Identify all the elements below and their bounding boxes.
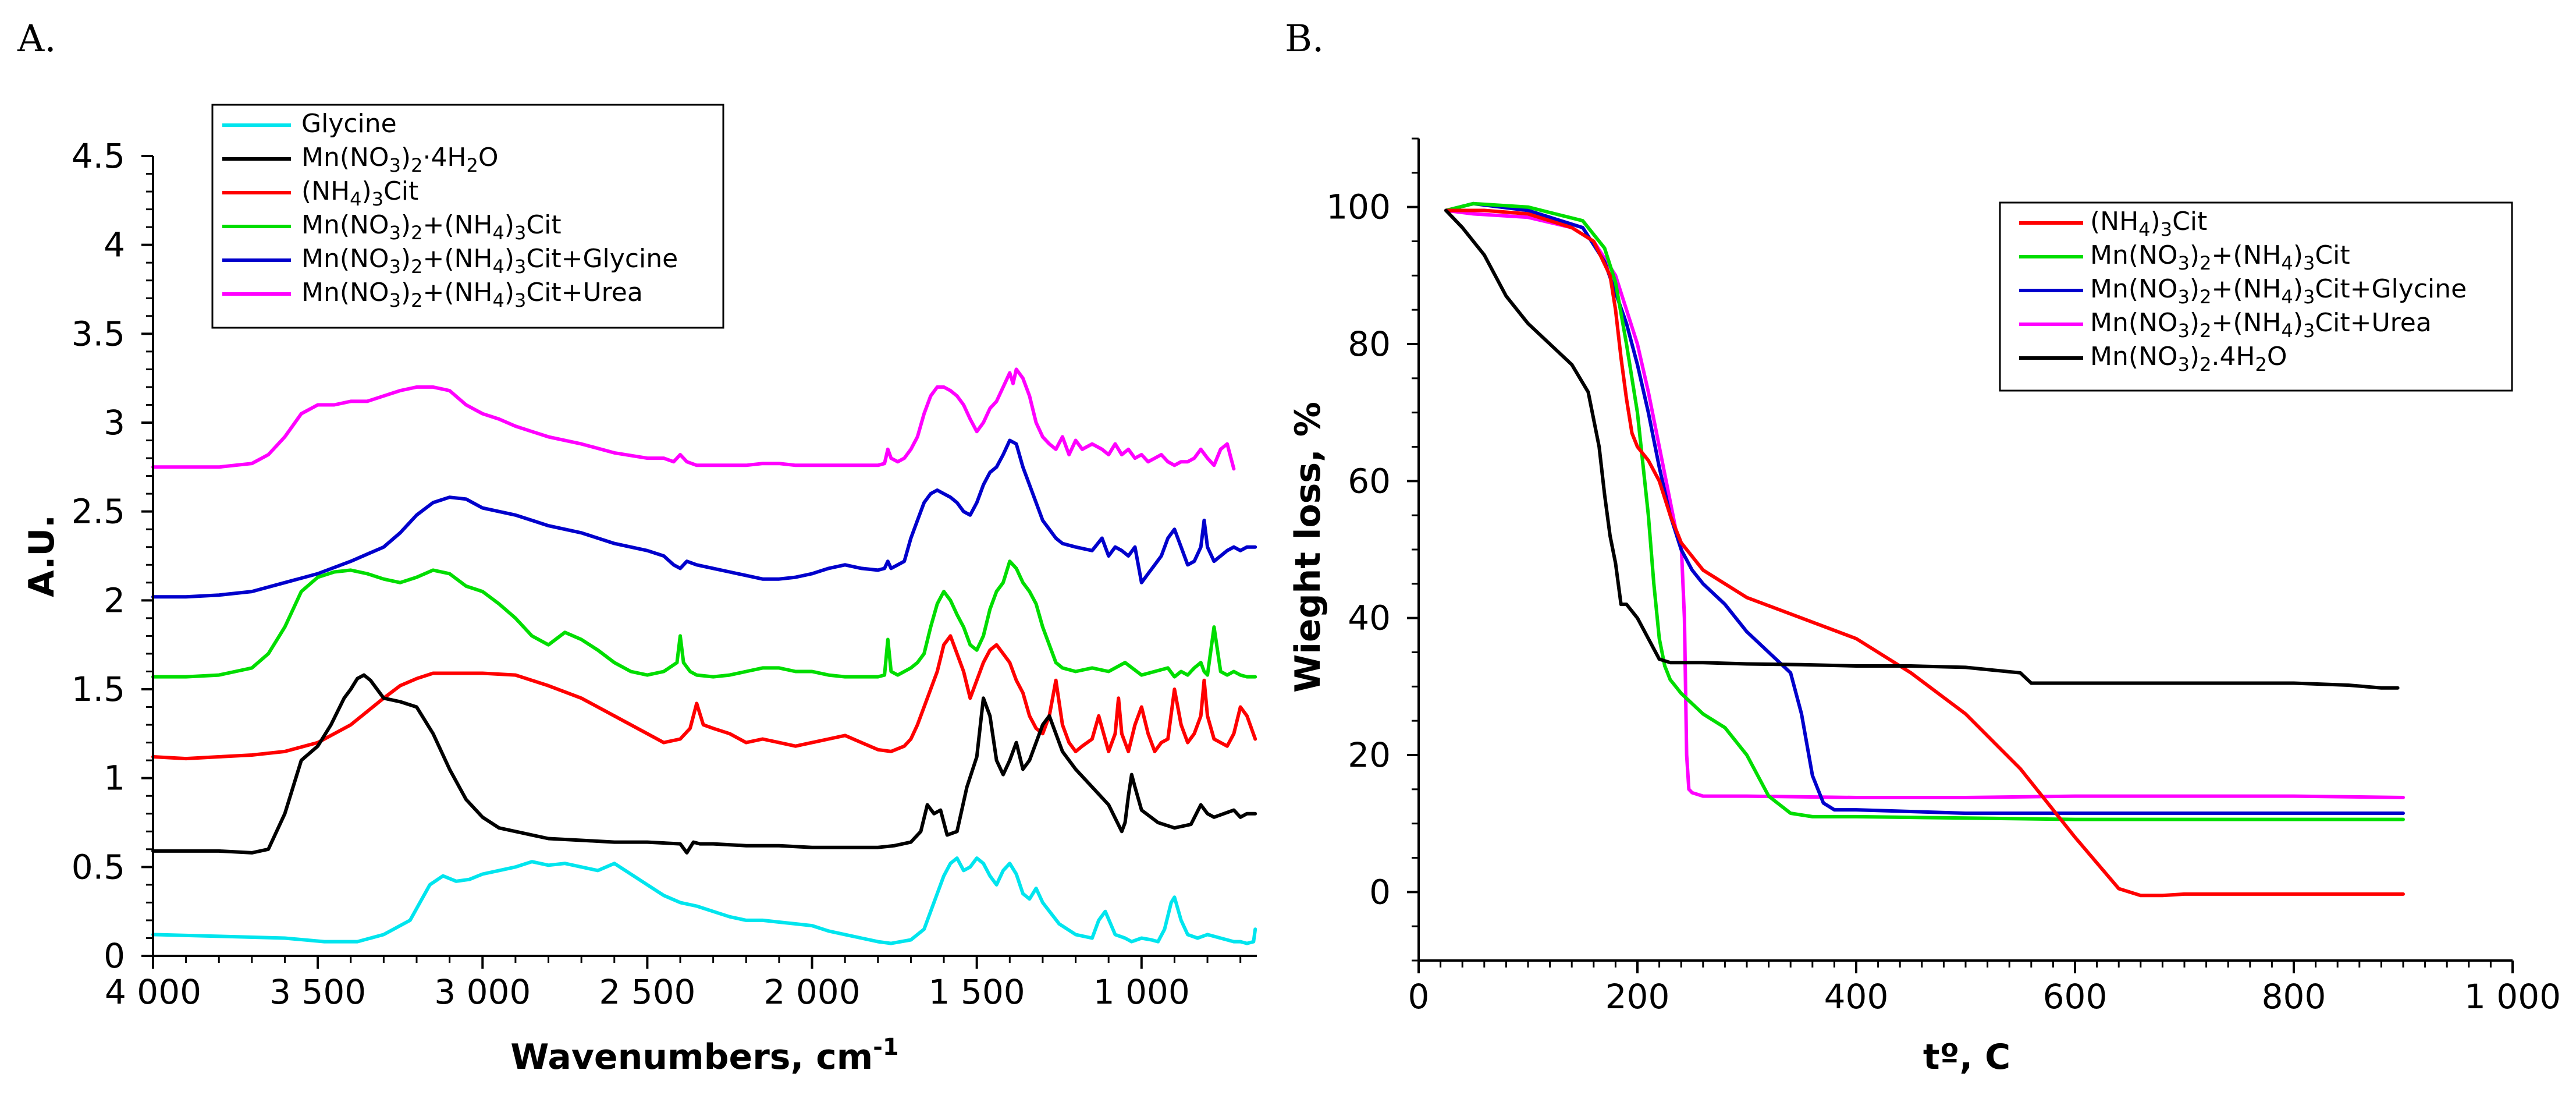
- panel-a-series-mn-no3-2-4h2o: [151, 673, 1257, 855]
- panel-b-legend-label-nh4-3cit: (NH4)3Cit: [2090, 207, 2207, 240]
- panel-a-series-nh4-3cit: [151, 634, 1257, 761]
- panel-b-legend-label-mn-no3-2-nh4-3cit-glycine: Mn(NO3)2+(NH4)3Cit+Glycine: [2090, 274, 2467, 308]
- panel-a-y-tick-label: 3.5: [72, 314, 125, 353]
- panel-b-y-axis-title: Wieght loss, %: [1288, 402, 1328, 693]
- panel-a-legend-label-mn-no3-2-4h2o: Mn(NO3)2·4H2O: [301, 143, 499, 176]
- panel-a-x-tick-label: 2 500: [599, 972, 695, 1012]
- panel-a-series-mn-no3-2-nh4-3cit: [151, 559, 1257, 679]
- panel-a-label: A.: [17, 17, 56, 61]
- panel-a-legend-label-mn-no3-2-nh4-3cit-glycine: Mn(NO3)2+(NH4)3Cit+Glycine: [301, 244, 678, 278]
- panel-a-legend-box: [211, 104, 724, 329]
- panel-b-legend-label-mn-no3-2-4h2o: Mn(NO3)2.4H2O: [2090, 342, 2287, 375]
- panel-b-ticks: 0 200 400 600 800 1 000 0 20 40 60 80 100: [1326, 137, 2561, 1016]
- panel-a-series-mn-no3-2-nh4-3cit-urea: [151, 367, 1236, 471]
- panel-a-y-tick-label: 3: [104, 403, 125, 442]
- panel-b-y-tick-label: 0: [1369, 872, 1391, 912]
- panel-b-series-nh4-3cit: [1444, 208, 2405, 898]
- panel-a-y-tick-label: 0.5: [72, 847, 125, 887]
- panel-a-y-tick-label: 2.5: [72, 492, 125, 531]
- panel-a-y-tick-label: 1: [104, 759, 125, 798]
- panel-b-legend-box: [1999, 201, 2513, 392]
- panel-a-series-mn-no3-2-nh4-3cit-glycine: [151, 438, 1257, 599]
- panel-a-axes: [152, 156, 1257, 957]
- panel-a-y-tick-label: 4.5: [72, 136, 125, 176]
- panel-a-legend-label-glycine: Glycine: [301, 109, 397, 139]
- panel-a-legend-label-nh4-3cit: (NH4)3Cit: [301, 176, 418, 210]
- panel-b-x-tick-label: 800: [2262, 977, 2326, 1016]
- panel-b-x-tick-label: 400: [1824, 977, 1889, 1016]
- panel-b-y-tick-label: 40: [1348, 598, 1391, 638]
- panel-a-series-group: [151, 367, 1257, 945]
- panel-a-series-glycine: [151, 856, 1257, 945]
- panel-a-x-tick-label: 1 500: [929, 972, 1025, 1012]
- panel-b-series-mn-no3-2-4h2o: [1444, 208, 2400, 690]
- panel-b-series-group: [1444, 201, 2405, 898]
- panel-a-x-axis-title: Wavenumbers, cm-1: [510, 1034, 898, 1078]
- panel-a-legend: GlycineMn(NO3)2·4H2O(NH4)3CitMn(NO3)2+(N…: [211, 104, 724, 329]
- panel-b-x-tick-label: 1 000: [2464, 977, 2561, 1016]
- panel-a-y-axis-title: A.U.: [22, 515, 62, 597]
- panel-a-x-tick-label: 3 500: [269, 972, 366, 1012]
- panel-b-label: B.: [1285, 17, 1324, 61]
- panel-b-legend: (NH4)3CitMn(NO3)2+(NH4)3CitMn(NO3)2+(NH4…: [1999, 201, 2513, 392]
- panel-a-legend-label-mn-no3-2-nh4-3cit: Mn(NO3)2+(NH4)3Cit: [301, 210, 562, 244]
- panel-b-y-tick-label: 100: [1326, 187, 1391, 227]
- panel-a-legend-label-mn-no3-2-nh4-3cit-urea: Mn(NO3)2+(NH4)3Cit+Urea: [301, 278, 643, 311]
- panel-a-x-tick-label: 2 000: [764, 972, 861, 1012]
- panel-b-y-tick-label: 60: [1348, 461, 1391, 501]
- panel-b-y-tick-label: 80: [1348, 324, 1391, 364]
- panel-a-y-tick-label: 4: [104, 225, 125, 265]
- panel-b-legend-label-mn-no3-2-nh4-3cit-urea: Mn(NO3)2+(NH4)3Cit+Urea: [2090, 308, 2432, 342]
- panel-b-x-tick-label: 600: [2043, 977, 2108, 1016]
- panel-a-y-tick-label: 0: [104, 936, 125, 976]
- panel-b-series-mn-no3-2-nh4-3cit: [1444, 201, 2405, 821]
- panel-a-x-tick-label: 3 000: [434, 972, 531, 1012]
- panel-b-x-tick-label: 200: [1605, 977, 1670, 1016]
- panel-a-x-tick-label: 1 000: [1093, 972, 1190, 1012]
- panel-b-y-tick-label: 20: [1348, 735, 1391, 775]
- panel-a-y-tick-label: 1.5: [72, 669, 125, 709]
- panel-a-ticks: 4 000 3 500 3 000 2 500 2 000 1 500 1 000 0 0.5 1…: [72, 136, 1242, 1012]
- panel-a-x-tick-label: 4 000: [105, 972, 201, 1012]
- panel-b-legend-label-mn-no3-2-nh4-3cit: Mn(NO3)2+(NH4)3Cit: [2090, 240, 2350, 274]
- panel-a-ftir-chart: A. 4 000 3 500 3 000 2 500 2 000 1 500 1 000 0 0…: [17, 17, 1257, 1078]
- panel-b-x-tick-label: 0: [1408, 977, 1430, 1016]
- panel-b-x-axis-title: tº, C: [1923, 1037, 2010, 1078]
- panel-a-y-tick-label: 2: [104, 580, 125, 620]
